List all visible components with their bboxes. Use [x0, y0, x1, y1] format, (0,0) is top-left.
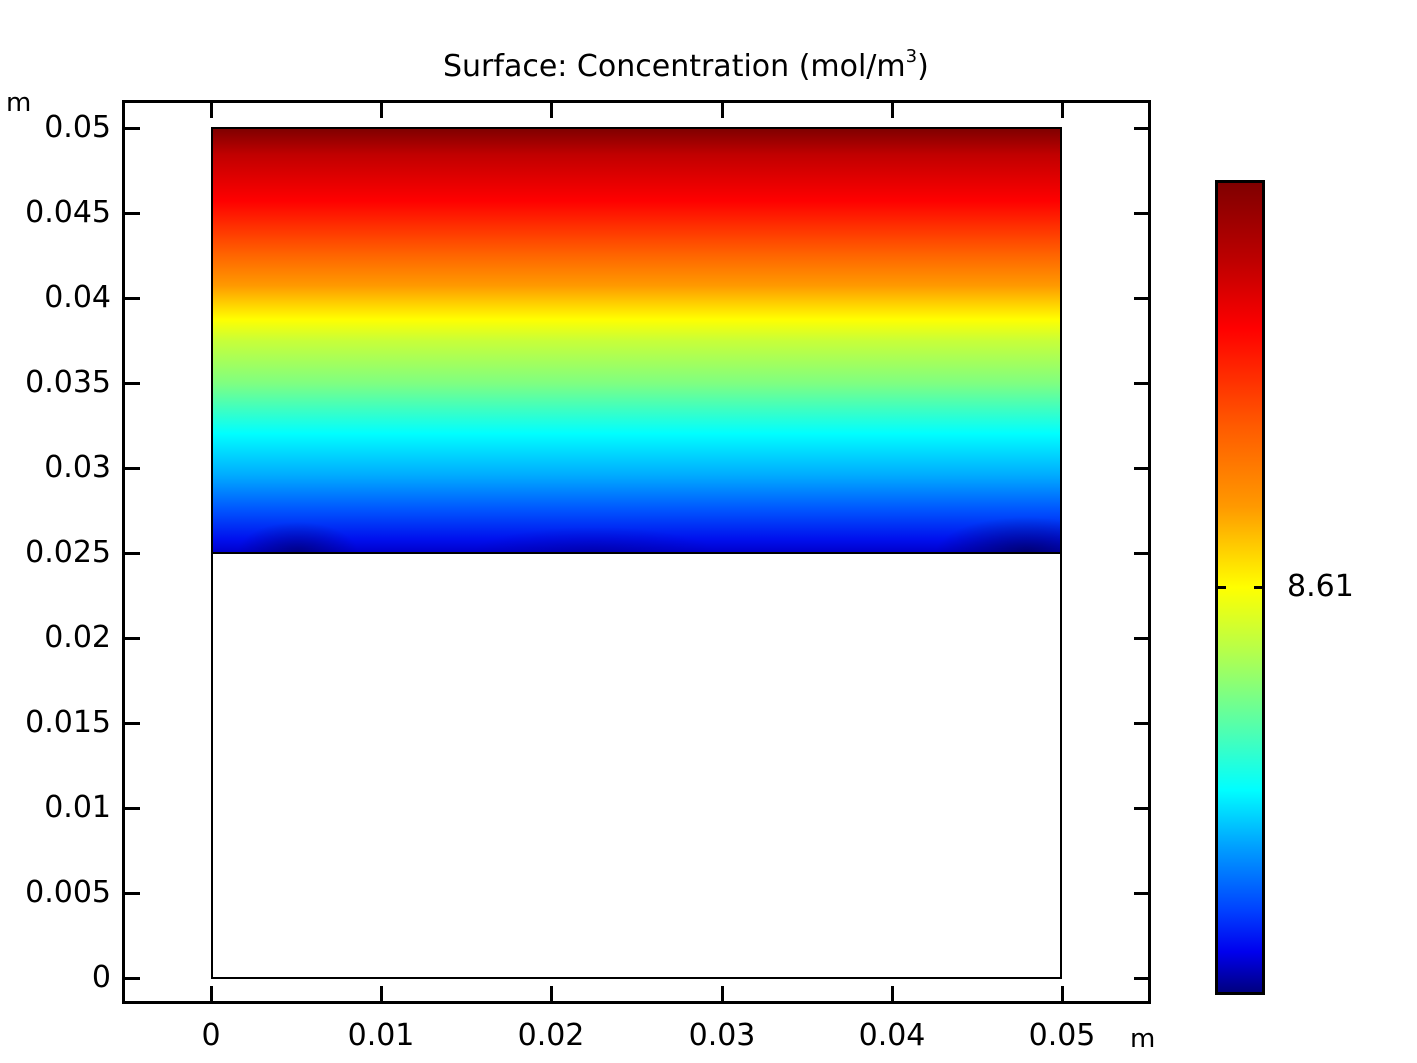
- x-axis-unit: m: [1130, 1024, 1156, 1054]
- y-axis-unit: m: [6, 88, 32, 118]
- y-tick-label: 0.04: [44, 280, 111, 315]
- x-tick-label: 0.05: [1028, 1018, 1096, 1053]
- title-text: Surface: Concentration (mol/m: [443, 49, 906, 84]
- colorbar-label: 8.61: [1287, 569, 1354, 604]
- x-tick-label: 0: [201, 1018, 221, 1053]
- colorbar-tick: [1218, 586, 1226, 589]
- y-tick-label: 0.045: [25, 195, 111, 230]
- title-close: ): [917, 49, 929, 84]
- y-tick-label: 0.02: [44, 620, 111, 655]
- y-tick-label: 0.005: [25, 875, 111, 910]
- y-tick-label: 0.035: [25, 365, 111, 400]
- title-superscript: 3: [905, 46, 918, 67]
- y-tick-label: 0: [91, 960, 111, 995]
- x-tick-label: 0.04: [858, 1018, 926, 1053]
- colorbar-tick: [1254, 586, 1262, 589]
- y-tick-label: 0.025: [25, 535, 111, 570]
- x-tick-label: 0.03: [688, 1018, 756, 1053]
- geometry-domain: [211, 127, 1062, 979]
- y-tick-label: 0.03: [44, 450, 111, 485]
- y-tick-label: 0.01: [44, 790, 111, 825]
- concentration-low-spots: [213, 129, 1060, 552]
- y-tick-label: 0.015: [25, 705, 111, 740]
- x-tick-label: 0.01: [347, 1018, 415, 1053]
- x-tick-label: 0.02: [517, 1018, 585, 1053]
- concentration-surface: [213, 129, 1060, 554]
- plot-frame: [122, 100, 1151, 1004]
- y-tick-label: 0.05: [44, 110, 111, 145]
